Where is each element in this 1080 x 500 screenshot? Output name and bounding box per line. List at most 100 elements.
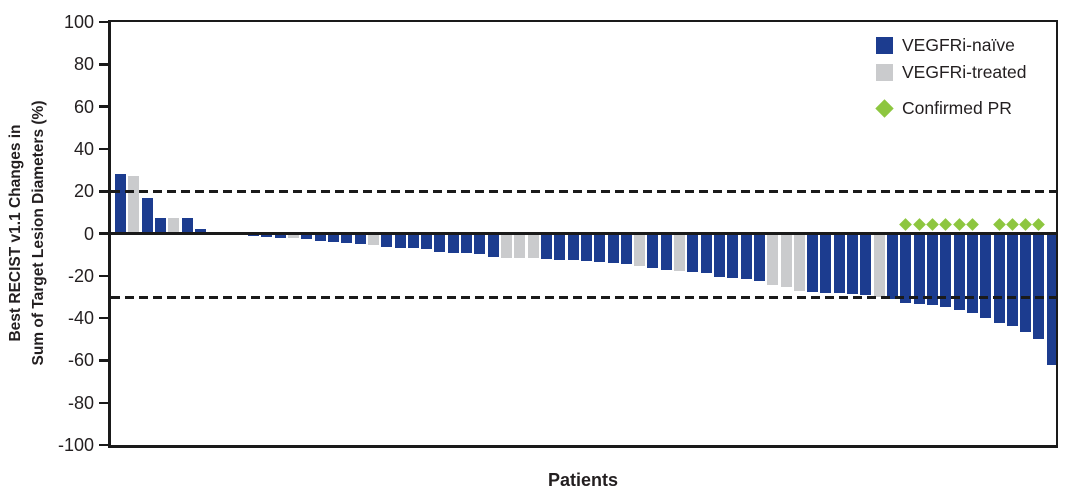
y-tick-mark: [99, 316, 108, 320]
bar-patient-44-naive: [687, 233, 699, 272]
reference-line-20: [111, 189, 1056, 193]
bar-patient-4-naive: [154, 217, 166, 234]
bar-patient-55-naive: [833, 233, 845, 293]
bar-patient-35-naive: [567, 233, 579, 260]
bar-patient-34-naive: [554, 233, 566, 260]
bar-patient-60-naive: [900, 233, 912, 304]
confirmed-pr-diamond: [1019, 218, 1032, 231]
bar-patient-29-naive: [487, 233, 499, 257]
y-tick-mark: [99, 274, 108, 278]
bar-patient-41-naive: [647, 233, 659, 269]
zero-baseline: [111, 232, 1056, 235]
bar-patient-65-naive: [966, 233, 978, 313]
bar-patient-49-naive: [753, 233, 765, 282]
confirmed-pr-diamond: [965, 218, 979, 231]
y-tick-label-40: 40: [73, 138, 94, 159]
bar-patient-70-naive: [1033, 233, 1045, 340]
bar-patient-62-naive: [926, 233, 938, 306]
bar-patient-61-naive: [913, 233, 925, 305]
bar-patient-33-naive: [540, 233, 552, 259]
bar-patient-69-naive: [1020, 233, 1032, 332]
y-tick-mark: [99, 401, 108, 404]
bar-patient-52-treated: [793, 233, 805, 291]
bar-patient-17-naive: [328, 233, 339, 242]
bar-patient-67-naive: [993, 233, 1005, 324]
confirmed-pr-diamond: [1032, 218, 1046, 231]
bar-patient-21-naive: [381, 233, 393, 248]
bar-patient-48-naive: [740, 233, 752, 279]
bar-patient-57-naive: [860, 233, 872, 295]
bar-patient-45-naive: [700, 233, 712, 273]
bar-patient-7-naive: [194, 229, 206, 234]
bar-patient-30-treated: [501, 233, 512, 258]
reference-line--30: [111, 295, 1056, 299]
y-axis-title-line1: Best RECIST v1.1 Changes in: [7, 124, 24, 342]
bar-patient-14-treated: [288, 233, 299, 238]
bar-patient-66-naive: [980, 233, 992, 319]
bar-patient-12-naive: [261, 233, 273, 237]
bar-patient-23-naive: [407, 233, 419, 249]
y-tick-mark: [99, 190, 108, 193]
bar-patient-13-naive: [274, 233, 286, 238]
plot-canvas: [111, 22, 1056, 445]
bar-patient-51-treated: [780, 233, 792, 288]
vegfri-treated-swatch-icon: [876, 64, 893, 81]
bar-patient-26-naive: [447, 233, 459, 253]
bar-patient-2-treated: [128, 176, 140, 234]
y-tick-mark: [99, 232, 108, 235]
bar-patient-53-naive: [807, 233, 819, 292]
bar-patient-28-naive: [474, 233, 486, 254]
legend-label-vegfri-naive: VEGFRi-naïve: [902, 35, 1015, 55]
y-tick-label-20: 20: [73, 181, 94, 202]
legend-label-confirmed-pr: Confirmed PR: [902, 98, 1012, 118]
confirmed-pr-diamond: [1005, 218, 1019, 231]
bar-patient-15-naive: [301, 233, 313, 239]
bar-patient-27-naive: [461, 233, 473, 253]
confirmed-pr-diamond: [939, 218, 953, 231]
bar-patient-3-naive: [141, 197, 153, 234]
bar-patient-32-treated: [527, 233, 539, 258]
bar-patient-1-naive: [115, 174, 126, 234]
confirmed-pr-diamond: [952, 218, 966, 231]
bar-patient-19-naive: [354, 233, 366, 245]
bar-patient-43-treated: [674, 233, 685, 271]
y-tick-label-60: 60: [73, 96, 94, 117]
y-tick-mark: [99, 105, 108, 108]
y-tick-label--80: -80: [67, 392, 94, 413]
legend-item-confirmed-pr: Confirmed PR: [875, 95, 1026, 122]
legend-item-vegfri-naive: VEGFRi-naïve: [876, 32, 1026, 59]
bar-patient-56-naive: [847, 233, 858, 294]
bar-patient-38-naive: [607, 233, 619, 264]
legend-item-vegfri-treated: VEGFRi-treated: [876, 59, 1026, 86]
bar-patient-20-treated: [367, 233, 379, 246]
plot-area: VEGFRi-naïve VEGFRi-treated Confirmed PR: [108, 20, 1058, 448]
y-tick-label-100: 100: [63, 12, 94, 32]
y-tick-label-80: 80: [73, 54, 94, 75]
bar-patient-68-naive: [1006, 233, 1018, 326]
bar-patient-64-naive: [953, 233, 965, 310]
confirmed-pr-diamond: [926, 218, 939, 231]
y-tick-mark: [99, 147, 108, 151]
bar-patient-31-treated: [514, 233, 526, 258]
y-tick-label--100: -100: [57, 435, 94, 455]
y-tick-label--60: -60: [67, 350, 94, 371]
bar-patient-50-treated: [767, 233, 779, 286]
bar-patient-5-treated: [168, 217, 180, 234]
y-tick-label--40: -40: [67, 308, 94, 329]
confirmed-pr-diamond: [992, 218, 1006, 231]
y-tick-mark: [99, 63, 108, 66]
bar-patient-6-naive: [181, 217, 193, 234]
bar-patient-37-naive: [594, 233, 606, 263]
bar-patient-71-naive: [1046, 233, 1056, 365]
bar-patient-18-naive: [341, 233, 353, 243]
bar-patient-24-naive: [421, 233, 433, 250]
vegfri-naive-swatch-icon: [876, 37, 893, 54]
bar-patient-42-naive: [660, 233, 672, 270]
legend-label-vegfri-treated: VEGFRi-treated: [902, 62, 1027, 82]
legend: VEGFRi-naïve VEGFRi-treated Confirmed PR: [875, 32, 1026, 122]
bar-patient-46-naive: [713, 233, 725, 277]
bar-patient-47-naive: [727, 233, 739, 278]
bar-patient-39-naive: [620, 233, 632, 265]
bar-patient-36-naive: [580, 233, 592, 261]
